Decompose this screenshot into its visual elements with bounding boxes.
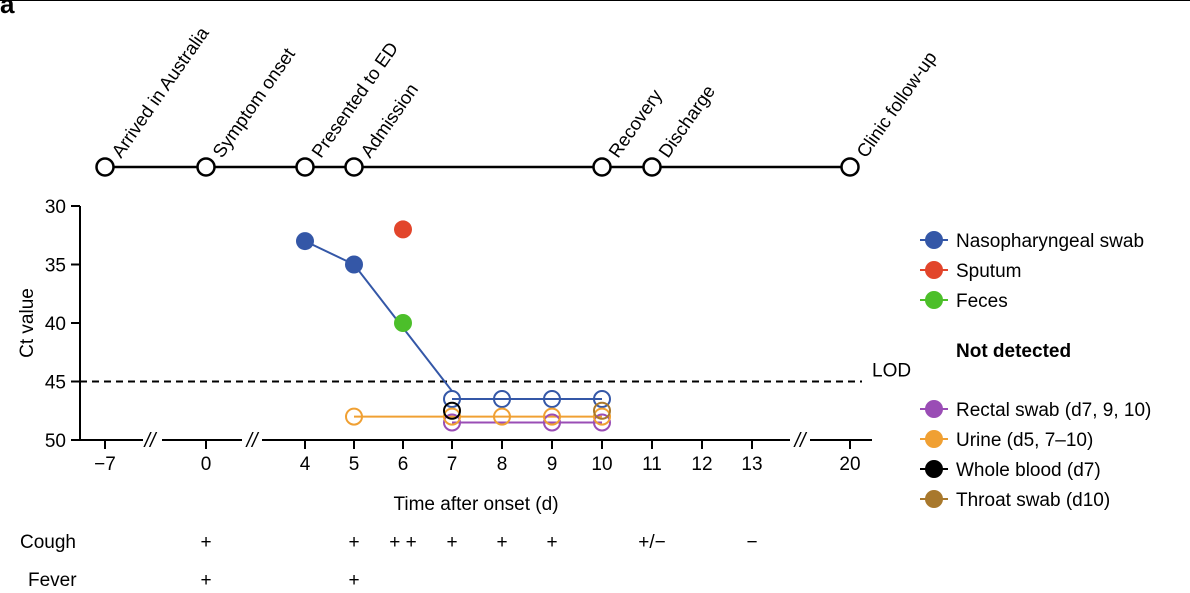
legend-marker — [925, 460, 943, 478]
x-axis-break-mark: // — [792, 430, 808, 452]
timeline-event-marker — [295, 157, 315, 177]
symptom-mark: + — [200, 532, 211, 553]
not-detected-point — [345, 407, 363, 426]
timeline-event-label: Discharge — [654, 81, 719, 161]
not-detected-point — [593, 390, 611, 409]
not-detected-point — [543, 407, 561, 426]
timeline-event-marker — [196, 157, 216, 177]
symptom-mark: + — [200, 570, 211, 591]
symptom-mark: − — [746, 532, 757, 553]
not-detected-point — [443, 407, 461, 426]
x-tick-label: 7 — [447, 454, 458, 475]
not-detected-point — [593, 401, 611, 420]
not-detected-point — [443, 413, 461, 432]
x-tick-label: 6 — [398, 454, 409, 475]
x-tick-label: 11 — [642, 454, 662, 475]
nasopharyngeal-trend-line — [304, 240, 453, 392]
detected-point — [345, 255, 363, 274]
timeline-event-label: Arrived in Australia — [107, 22, 213, 161]
x-axis-break-mark: // — [142, 430, 158, 452]
x-tick-label: 4 — [300, 454, 311, 475]
panel-label: a — [0, 0, 15, 19]
not-detected-point — [443, 401, 461, 420]
x-axis-label: Time after onset (d) — [393, 494, 558, 515]
legend-marker — [925, 490, 943, 508]
detected-point — [394, 314, 412, 332]
timeline-event-marker — [95, 157, 115, 177]
top-border-line — [0, 0, 1190, 1]
x-tick-label: 10 — [591, 454, 612, 475]
y-axis-label: Ct value — [17, 288, 38, 358]
not-detected-point — [543, 390, 561, 409]
not-detected-point — [543, 413, 561, 432]
lod-label: LOD — [872, 361, 911, 382]
legend-heading-not-detected: Not detected — [956, 341, 1071, 362]
legend-marker — [925, 430, 943, 448]
not-detected-point — [593, 407, 611, 426]
y-tick-label: 50 — [45, 431, 66, 452]
legend-marker — [925, 231, 943, 249]
legend-entry: Sputum — [956, 261, 1021, 282]
timeline-event-label: Clinic follow-up — [852, 47, 941, 161]
x-tick-label: 0 — [201, 454, 212, 475]
symptom-mark: + — [496, 532, 507, 553]
y-tick-label: 40 — [45, 314, 66, 335]
not-detected-point — [593, 413, 611, 432]
legend-entry: Throat swab (d10) — [956, 490, 1110, 511]
y-tick-label: 45 — [45, 373, 66, 394]
x-tick-label: 12 — [691, 454, 712, 475]
timeline-event-label: Presented to ED — [307, 38, 402, 161]
symptom-mark: + — [446, 532, 457, 553]
symptom-mark: +/− — [638, 532, 665, 553]
symptom-mark: + — [348, 570, 359, 591]
timeline-event-marker — [592, 157, 612, 177]
legend-entry: Whole blood (d7) — [956, 460, 1101, 481]
y-tick-label: 30 — [45, 197, 66, 218]
symptom-mark: + — [348, 532, 359, 553]
detected-point — [296, 232, 314, 251]
legend-entry: Urine (d5, 7–10) — [956, 430, 1093, 451]
legend-entry: Nasopharyngeal swab — [956, 231, 1144, 252]
x-axis-break-mark: // — [244, 430, 260, 452]
symptom-row-label: Cough — [20, 532, 76, 553]
legend-marker — [925, 291, 943, 309]
x-tick-label: 9 — [547, 454, 558, 475]
x-tick-label: 20 — [839, 454, 860, 475]
timeline-event-marker — [344, 157, 364, 177]
x-tick-label: 8 — [497, 454, 508, 475]
detected-point — [394, 220, 412, 239]
timeline-event-marker — [840, 157, 860, 177]
symptom-row-label: Fever — [28, 570, 77, 591]
not-detected-point — [493, 390, 511, 409]
legend-marker — [925, 261, 943, 279]
legend-entry: Feces — [956, 291, 1008, 312]
symptom-mark: + — [546, 532, 557, 553]
x-tick-label: 5 — [349, 454, 360, 475]
timeline-event-label: Symptom onset — [208, 44, 299, 161]
x-tick-label: 13 — [741, 454, 762, 475]
not-detected-point — [493, 407, 511, 426]
legend-marker — [925, 400, 943, 418]
symptom-mark: + + — [389, 532, 416, 553]
timeline-event-marker — [642, 157, 662, 177]
x-tick-label: −7 — [94, 454, 116, 475]
legend-entry: Rectal swab (d7, 9, 10) — [956, 400, 1151, 421]
y-tick-label: 35 — [45, 256, 66, 277]
